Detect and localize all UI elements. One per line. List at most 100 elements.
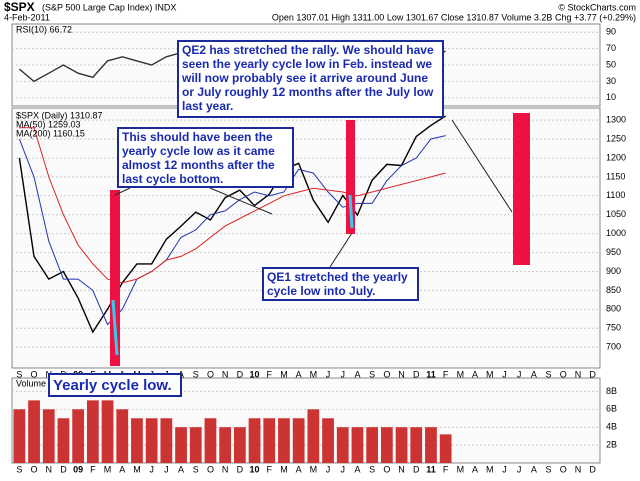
quote: Open 1307.01 High 1311.00 Low 1301.67 Cl… xyxy=(272,12,636,22)
x-tick-label: M xyxy=(457,369,465,379)
x-tick-label: A xyxy=(354,369,360,379)
x-tick-label: D xyxy=(60,464,67,474)
series-line xyxy=(18,135,446,326)
x-tick-label: 10 xyxy=(250,464,260,474)
legend-entry: $SPX (Daily) 1310.87 xyxy=(16,110,103,120)
annotation: QE2 has stretched the rally. We should h… xyxy=(177,40,444,118)
volume-bar xyxy=(131,418,143,463)
x-tick-label: A xyxy=(531,369,537,379)
x-tick-label: M xyxy=(280,369,288,379)
x-tick-label: F xyxy=(443,464,449,474)
volume-bar xyxy=(366,427,379,463)
price-panel xyxy=(11,107,601,369)
annotation: This should have been the yearly cycle l… xyxy=(117,127,294,188)
x-tick-label: A xyxy=(296,369,302,379)
volume-bar xyxy=(307,409,320,463)
x-tick-label: N xyxy=(575,464,582,474)
volume-bar xyxy=(395,427,408,463)
arrows xyxy=(114,119,513,268)
x-tick-label: J xyxy=(341,369,346,379)
legend-entry: MA(50) 1259.03 xyxy=(16,119,81,129)
x-tick-label: D xyxy=(589,369,596,379)
x-tick-label: A xyxy=(472,464,478,474)
x-tick-label: N xyxy=(222,464,229,474)
annotation: QE1 stretched the yearly cycle low into … xyxy=(262,267,419,301)
x-tick-label: S xyxy=(16,369,22,379)
volume-bar xyxy=(86,400,99,463)
x-tick-label: J xyxy=(502,369,507,379)
volume-bar xyxy=(380,427,393,463)
volume-bar xyxy=(175,427,187,463)
cycle-window xyxy=(346,120,355,234)
y-tick-label: 2B xyxy=(606,439,617,449)
volume-bar xyxy=(28,400,40,463)
x-tick-label: M xyxy=(104,464,112,474)
y-tick-label: 4B xyxy=(606,422,617,432)
volume-bar xyxy=(160,418,173,463)
volume-bar xyxy=(13,409,26,463)
x-tick-label: 11 xyxy=(426,369,436,379)
x-tick-label: O xyxy=(31,369,38,379)
x-tick-label: M xyxy=(310,369,318,379)
volume-bar xyxy=(57,418,70,463)
y-tick-label: 8B xyxy=(606,386,617,396)
x-tick-label: A xyxy=(178,464,184,474)
volume-bar xyxy=(101,400,114,463)
volume-bar xyxy=(322,418,334,463)
y-tick-label: 1150 xyxy=(606,171,625,181)
x-tick-label: M xyxy=(457,464,465,474)
x-tick-label: F xyxy=(267,464,273,474)
x-tick-label: J xyxy=(502,464,507,474)
volume-bar xyxy=(278,418,290,463)
x-tick-label: N xyxy=(398,464,405,474)
panel-title: RSI(10) 66.72 xyxy=(16,24,72,34)
y-tick-label: 70 xyxy=(606,43,616,53)
x-tick-label: J xyxy=(517,464,522,474)
y-tick-label: 800 xyxy=(606,304,621,314)
volume-bar xyxy=(72,409,85,463)
volume-bar xyxy=(351,427,364,463)
y-tick-label: 50 xyxy=(606,59,616,69)
x-tick-label: S xyxy=(546,369,552,379)
x-tick-label: 11 xyxy=(426,464,436,474)
y-tick-label: 700 xyxy=(606,342,621,352)
x-tick-label: O xyxy=(560,464,567,474)
y-tick-label: 1100 xyxy=(606,190,625,200)
x-tick-label: D xyxy=(413,464,420,474)
y-tick-label: 1250 xyxy=(606,133,626,143)
x-tick-label: O xyxy=(560,369,567,379)
x-tick-label: J xyxy=(326,464,331,474)
cycle-window xyxy=(513,113,530,265)
x-tick-label: S xyxy=(369,369,375,379)
annotation: Yearly cycle low. xyxy=(48,373,182,397)
x-tick-label: D xyxy=(589,464,596,474)
volume-bar xyxy=(116,409,129,463)
volume-bar xyxy=(336,427,349,463)
x-tick-label: 10 xyxy=(250,369,260,379)
credit: © StockCharts.com xyxy=(558,2,636,12)
x-tick-label: O xyxy=(31,464,38,474)
volume-bar xyxy=(263,418,276,463)
subtitle: (S&P 500 Large Cap Index) INDX xyxy=(42,2,176,12)
volume-bar xyxy=(189,427,202,463)
volume-bar xyxy=(42,409,55,463)
volume-bar xyxy=(248,418,261,463)
cycle-low-highlight xyxy=(111,299,119,356)
x-tick-label: S xyxy=(546,464,552,474)
symbol: $SPX xyxy=(4,0,35,14)
y-tick-label: 10 xyxy=(606,92,616,102)
series-line xyxy=(19,127,446,284)
volume-bar xyxy=(233,427,246,463)
x-tick-label: N xyxy=(398,369,405,379)
x-tick-label: J xyxy=(517,369,522,379)
y-tick-label: 750 xyxy=(606,323,621,333)
x-tick-label: 09 xyxy=(73,464,83,474)
x-tick-label: S xyxy=(193,369,199,379)
x-tick-label: N xyxy=(222,369,229,379)
x-tick-label: M xyxy=(310,464,318,474)
y-tick-label: 1000 xyxy=(606,228,626,238)
x-tick-label: S xyxy=(369,464,375,474)
y-tick-label: 950 xyxy=(606,247,621,257)
